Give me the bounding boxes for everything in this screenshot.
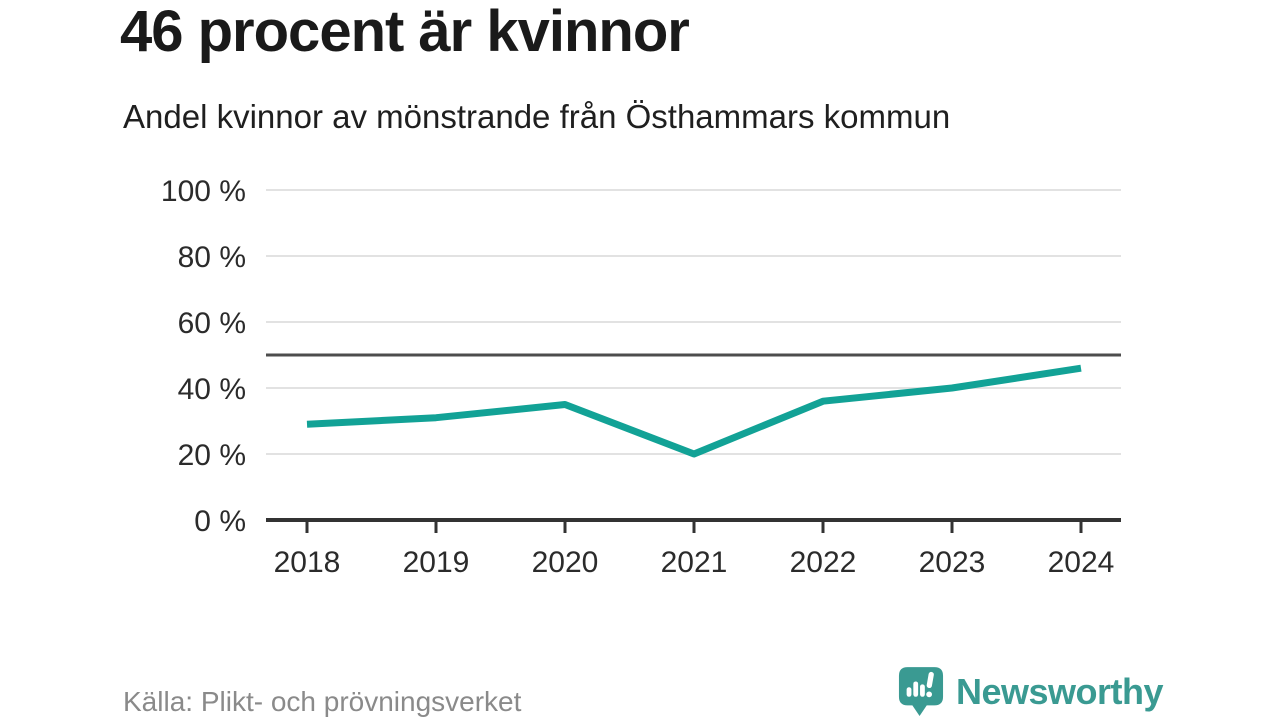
source-attribution: Källa: Plikt- och prövningsverket xyxy=(123,686,522,717)
data-line-andel-kvinnor xyxy=(306,364,1082,458)
newsworthy-logo: Newsworthy xyxy=(898,666,1164,718)
x-tick-label: 2021 xyxy=(661,546,728,579)
x-tick-label: 2022 xyxy=(790,546,857,579)
newsworthy-logo-icon xyxy=(898,666,944,718)
y-tick-label: 100 % xyxy=(161,175,246,208)
line-chart: 0 % 20 % 40 % 60 % 80 % 100 % 2018 2019 2020 2021… xyxy=(161,175,1121,579)
y-tick-label: 60 % xyxy=(178,307,246,340)
x-tick-label: 2024 xyxy=(1048,546,1115,579)
chart-subtitle: Andel kvinnor av mönstrande från Östhamm… xyxy=(123,98,951,135)
newsworthy-logo-text: Newsworthy xyxy=(956,671,1164,712)
x-tick-label: 2018 xyxy=(274,546,341,579)
y-tick-label: 0 % xyxy=(194,505,246,538)
y-tick-label: 80 % xyxy=(178,241,246,274)
y-tick-label: 20 % xyxy=(178,439,246,472)
page-title: 46 procent är kvinnor xyxy=(120,0,690,64)
y-tick-label: 40 % xyxy=(178,373,246,406)
x-tick-label: 2020 xyxy=(532,546,599,579)
x-tick-label: 2023 xyxy=(919,546,986,579)
x-tick-label: 2019 xyxy=(403,546,470,579)
